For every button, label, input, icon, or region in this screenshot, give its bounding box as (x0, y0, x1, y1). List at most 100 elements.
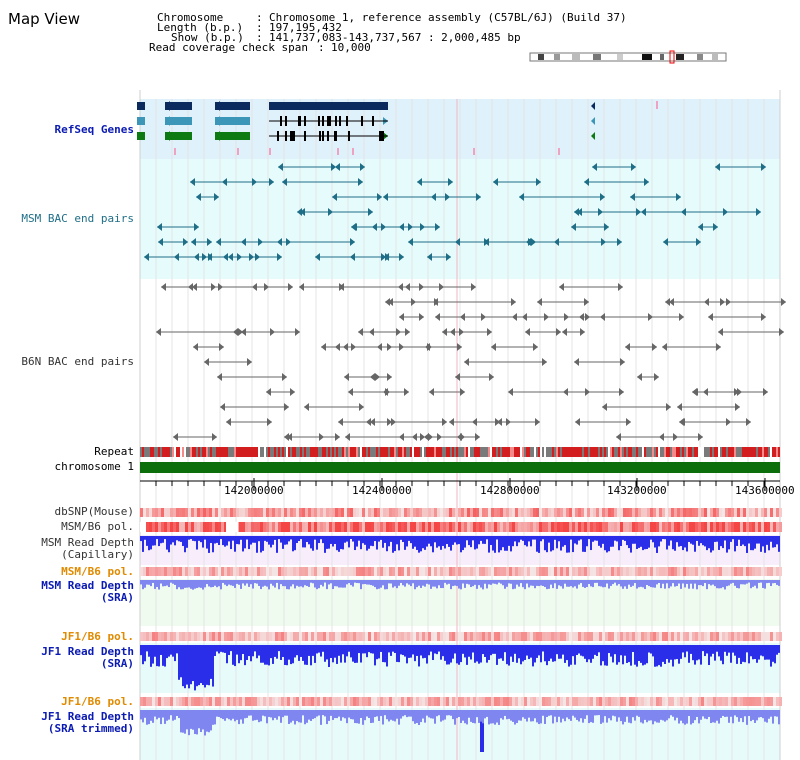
heat-cell (377, 508, 380, 517)
heat-cell (647, 632, 650, 641)
heat-cell (266, 522, 269, 532)
bac-end (220, 403, 225, 411)
depth-bar (424, 536, 426, 550)
depth-bar (198, 710, 200, 729)
track-label-refseq[interactable]: RefSeq Genes (54, 123, 134, 136)
depth-bar (446, 645, 448, 665)
depth-bar (230, 580, 232, 586)
depth-bar (514, 580, 516, 589)
depth-bar (716, 580, 718, 589)
heat-cell (485, 522, 488, 532)
depth-bar (204, 580, 206, 588)
track-label-b6n-bac[interactable]: B6N BAC end pairs (21, 355, 134, 368)
heat-cell (326, 567, 329, 576)
depth-bar (222, 645, 224, 653)
depth-bar (294, 580, 296, 589)
gene-exon (327, 131, 329, 141)
depth-bar (334, 710, 336, 719)
depth-bar (474, 580, 476, 585)
heat-cell (617, 632, 620, 641)
depth-bar (696, 645, 698, 661)
heat-cell (362, 522, 365, 532)
heat-cell (302, 522, 305, 532)
depth-bar (452, 645, 454, 659)
heat-cell (683, 632, 686, 641)
heat-cell (479, 632, 482, 641)
depth-bar (282, 580, 284, 587)
bac-end (535, 418, 540, 426)
heat-cell (752, 632, 755, 641)
depth-bar (374, 580, 376, 588)
depth-bar (414, 580, 416, 590)
bac-end (574, 358, 579, 366)
heat-cell (734, 632, 737, 641)
depth-bar (748, 536, 750, 544)
repeat-segment (692, 447, 694, 457)
depth-bar (368, 580, 370, 585)
depth-bar (618, 710, 620, 718)
depth-bar (776, 536, 778, 545)
heat-cell (605, 697, 608, 706)
depth-bar (336, 710, 338, 719)
repeat-segment (366, 447, 368, 457)
heat-cell (449, 697, 452, 706)
heat-cell (530, 632, 533, 641)
bac-end (579, 313, 584, 321)
heat-cell (596, 508, 599, 517)
heat-cell (581, 632, 584, 641)
heat-cell (608, 522, 611, 532)
heat-cell (764, 522, 767, 532)
depth-bar (390, 645, 392, 656)
heat-cell (500, 508, 503, 517)
depth-bar (708, 580, 710, 585)
heat-cell (725, 567, 728, 576)
heat-cell (194, 567, 197, 576)
repeat-segment (506, 447, 508, 457)
bac-end (255, 253, 260, 261)
gene-exon (165, 132, 192, 140)
depth-bar (702, 645, 704, 652)
heat-cell (536, 522, 539, 532)
depth-bar (346, 710, 348, 724)
bac-end (533, 343, 538, 351)
heat-cell (704, 567, 707, 576)
repeat-segment (140, 447, 142, 457)
repeat-segment (710, 447, 712, 457)
depth-bar (398, 645, 400, 663)
heat-cell (644, 567, 647, 576)
heat-cell (401, 567, 404, 576)
depth-bar (700, 580, 702, 586)
depth-bar (264, 536, 266, 541)
bac-end (584, 298, 589, 306)
heat-cell (578, 508, 581, 517)
bac-end (399, 313, 404, 321)
repeat-segment (264, 447, 266, 457)
depth-bar (704, 710, 706, 719)
depth-bar (370, 580, 372, 586)
depth-bar (308, 536, 310, 545)
track-label-msm-bac[interactable]: MSM BAC end pairs (21, 212, 134, 225)
bac-end (648, 313, 653, 321)
bac-end (708, 313, 713, 321)
depth-bar (464, 710, 466, 724)
repeat-segment (232, 447, 234, 457)
depth-bar (226, 580, 228, 587)
depth-bar (328, 536, 330, 549)
bac-end (359, 403, 364, 411)
gene-exon (280, 116, 282, 126)
heat-cell (395, 567, 398, 576)
heat-cell (254, 567, 257, 576)
depth-bar (500, 580, 502, 584)
depth-bar (414, 645, 416, 662)
depth-bar (520, 645, 522, 665)
gene-exon (165, 117, 192, 125)
depth-bar (672, 645, 674, 667)
depth-bar (304, 580, 306, 586)
heat-cell (209, 632, 212, 641)
depth-bar (478, 536, 480, 545)
heat-cell (203, 632, 206, 641)
depth-bar (736, 536, 738, 546)
depth-bar (418, 710, 420, 725)
heat-cell (701, 632, 704, 641)
